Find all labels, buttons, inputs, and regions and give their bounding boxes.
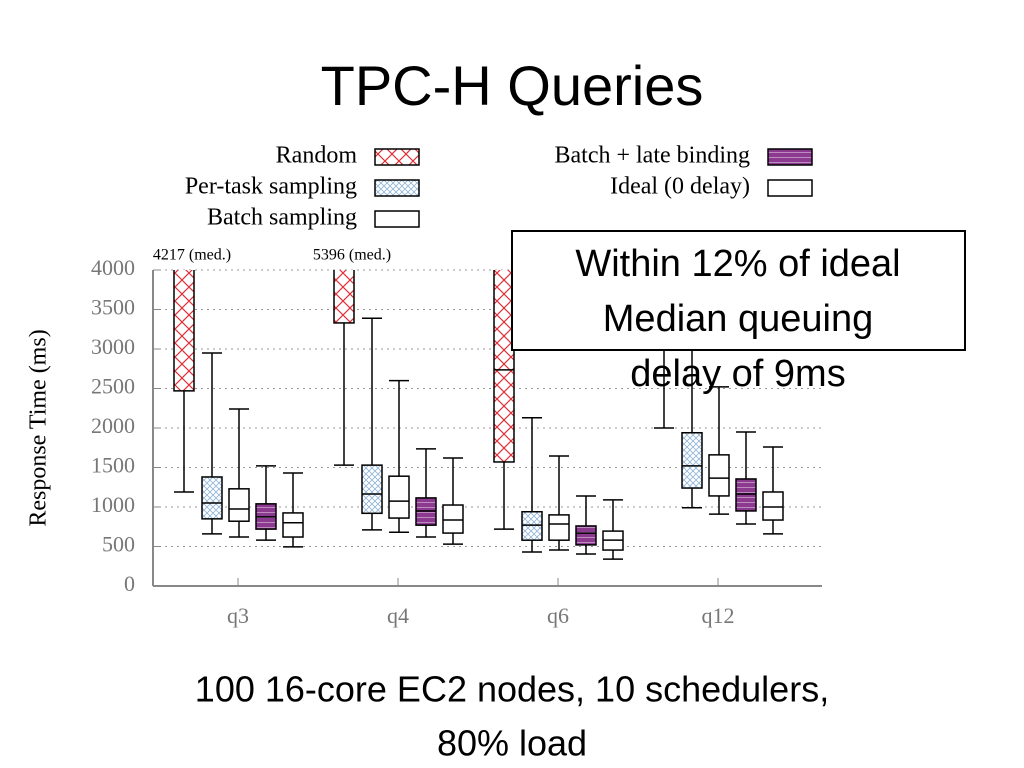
plot-area (173, 270, 784, 560)
box (735, 478, 757, 512)
x-tick-label: q3 (227, 603, 249, 628)
legend-label: Batch sampling (207, 205, 357, 231)
legend: Random Per-task sampling Batch sampling Bat… (185, 143, 813, 231)
legend-label: Batch + late binding (555, 143, 751, 169)
box (548, 514, 570, 541)
y-axis-label: Response Time (ms) (26, 329, 52, 526)
legend-swatch (767, 148, 813, 166)
box (361, 464, 383, 515)
x-tick-label: q6 (547, 603, 569, 628)
box (442, 504, 464, 534)
slide-title: TPC-H Queries (321, 54, 704, 117)
legend-swatch (374, 148, 420, 166)
y-tick-label: 1500 (91, 453, 135, 478)
box (681, 431, 703, 489)
box (762, 491, 784, 521)
box (282, 512, 304, 538)
box (201, 476, 223, 520)
x-tick-label: q12 (702, 603, 735, 628)
y-tick-label: 1000 (91, 492, 135, 517)
box (228, 488, 250, 522)
box (388, 475, 410, 519)
legend-swatch (374, 179, 420, 197)
annotation-line: delay of 9ms (630, 353, 845, 395)
box (521, 510, 543, 541)
median-labels: 4217 (med.) 5396 (med.) (153, 247, 391, 264)
y-tick-label: 2000 (91, 413, 135, 438)
annotation-line: Median queuing (603, 298, 873, 340)
legend-label: Ideal (0 delay) (610, 174, 750, 200)
box (493, 270, 515, 463)
legend-swatch (767, 179, 813, 197)
subtitle-line: 80% load (437, 723, 587, 764)
box (173, 270, 195, 392)
annotation-box (511, 230, 966, 351)
median-label: 4217 (med.) (153, 247, 231, 264)
y-tick-label: 500 (102, 532, 135, 557)
legend-swatch (374, 210, 420, 228)
y-tick-label: 0 (124, 571, 135, 596)
y-tick-label: 2500 (91, 374, 135, 399)
subtitle-line: 100 16-core EC2 nodes, 10 schedulers, (195, 669, 829, 710)
median-label: 5396 (med.) (313, 247, 391, 264)
y-tick-label: 4000 (91, 255, 135, 280)
x-tick-label: q4 (387, 603, 409, 628)
legend-label: Per-task sampling (185, 174, 357, 200)
box (575, 525, 597, 546)
y-tick-label: 3500 (91, 295, 135, 320)
axes: 0 500 1000 1500 2000 2500 3000 3500 4000 q3 q4 q6 q1… (91, 255, 822, 628)
annotation-line: Within 12% of ideal (575, 243, 900, 285)
y-tick-label: 3000 (91, 334, 135, 359)
legend-label: Random (276, 143, 358, 169)
box (708, 454, 730, 497)
box (333, 270, 355, 324)
